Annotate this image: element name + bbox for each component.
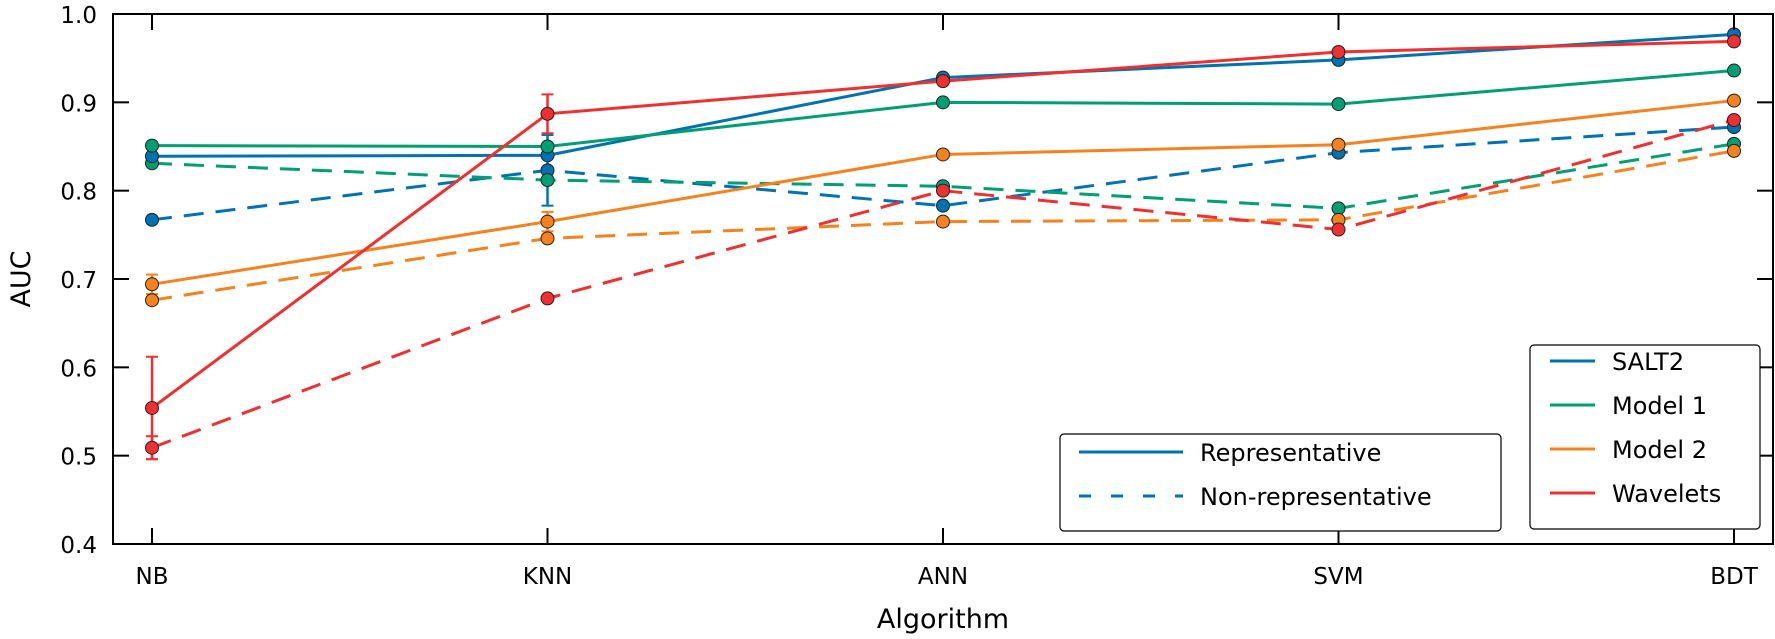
data-point (145, 138, 159, 153)
series-line-salt2-rep (151, 32, 1735, 158)
data-point (145, 293, 159, 308)
legend-label: Representative (1200, 439, 1381, 467)
data-point (540, 139, 555, 154)
data-point (145, 400, 159, 415)
data-point (1727, 34, 1741, 49)
plot-marks (145, 27, 1741, 461)
data-point (936, 74, 950, 89)
x-axis-label: Algorithm (877, 604, 1009, 635)
y-tick-label: 0.6 (60, 356, 97, 382)
data-point (540, 291, 555, 306)
y-tick-label: 0.7 (60, 268, 97, 294)
legend-label: Wavelets (1612, 480, 1721, 508)
data-point (936, 147, 950, 162)
data-point (540, 231, 555, 246)
series-line-model-2-nonrep (151, 149, 1735, 302)
data-point (1331, 137, 1346, 152)
legend-label: Model 2 (1612, 436, 1707, 464)
y-tick-label: 0.9 (60, 91, 97, 117)
data-point (145, 440, 159, 455)
data-point (1727, 113, 1741, 127)
data-point (145, 277, 159, 292)
legend-linestyle: Representative Non-representative (1059, 433, 1502, 532)
x-tick-label: KNN (523, 564, 573, 590)
legend-label: Non-representative (1200, 483, 1432, 511)
legend-models: SALT2 Model 1 Model 2 Wavelets (1529, 344, 1761, 530)
data-point (540, 214, 555, 229)
data-point (1727, 93, 1741, 108)
data-point (936, 95, 950, 110)
data-point (1331, 44, 1346, 59)
x-axis: NB KNN ANN SVM BDT (136, 14, 1759, 590)
data-point (936, 198, 950, 213)
legend-label: Model 1 (1612, 392, 1707, 420)
data-point (936, 183, 950, 198)
data-point (1331, 97, 1346, 112)
y-tick-label: 1.0 (60, 3, 97, 29)
series-line-model-1-nonrep (151, 142, 1735, 210)
data-point (540, 106, 555, 121)
data-point (1331, 222, 1346, 237)
legend-label: SALT2 (1612, 348, 1684, 376)
y-tick-label: 0.8 (60, 180, 97, 206)
y-tick-label: 0.4 (60, 533, 97, 559)
x-tick-label: NB (136, 564, 169, 590)
data-point (540, 173, 555, 188)
x-tick-label: BDT (1710, 564, 1758, 590)
series-line-salt2-nonrep (151, 125, 1735, 222)
series-line-wavelets-nonrep (151, 118, 1735, 450)
y-tick-label: 0.5 (60, 445, 97, 471)
data-point (1727, 143, 1741, 158)
data-point (145, 212, 159, 227)
x-tick-label: ANN (918, 564, 968, 590)
plot-frame (112, 13, 1774, 545)
x-tick-label: SVM (1313, 564, 1363, 590)
data-point (1727, 63, 1741, 78)
y-axis: 0.4 0.5 0.6 0.7 0.8 0.9 1.0 (60, 3, 1773, 559)
data-point (936, 214, 950, 229)
y-axis-label: AUC (6, 250, 37, 307)
